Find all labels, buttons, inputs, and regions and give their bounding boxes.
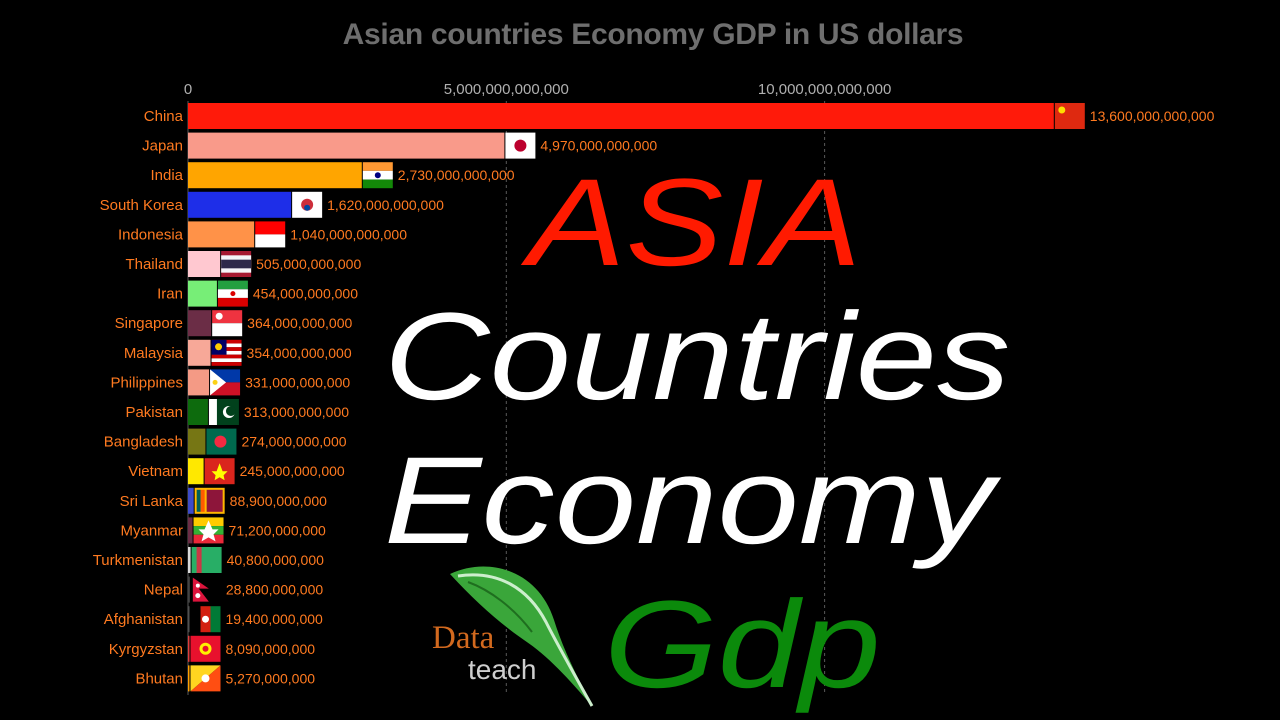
- category-label: Afghanistan: [104, 611, 183, 628]
- bar: [188, 576, 190, 603]
- data-label: 5,270,000,000: [226, 670, 316, 686]
- bar: [188, 517, 193, 544]
- flag-south-korea-icon: [292, 191, 323, 218]
- flag-afghanistan-icon: [190, 606, 221, 633]
- flag-sri-lanka-icon: [194, 487, 225, 514]
- data-label: 88,900,000,000: [230, 493, 328, 509]
- data-label: 13,600,000,000,000: [1090, 108, 1215, 124]
- category-label: India: [150, 167, 183, 184]
- flag-bangladesh-icon: [206, 428, 237, 455]
- data-label: 505,000,000,000: [256, 256, 361, 272]
- category-label: Turkmenistan: [93, 552, 183, 569]
- category-label: Philippines: [110, 374, 183, 391]
- category-label: Singapore: [115, 315, 183, 332]
- bar: [188, 310, 212, 337]
- flag-kyrgyzstan-icon: [190, 635, 221, 662]
- bar: [188, 251, 221, 277]
- bar: [188, 458, 204, 485]
- data-label: 313,000,000,000: [244, 404, 349, 420]
- overlay-countries-text: Countries: [384, 288, 1011, 426]
- flag-pakistan-icon: [208, 399, 239, 425]
- bar: [188, 162, 362, 189]
- bar: [188, 428, 206, 455]
- data-label: 40,800,000,000: [227, 552, 325, 568]
- flag-singapore-icon: [212, 310, 243, 337]
- flag-china-icon: [1054, 103, 1085, 129]
- bar: [188, 221, 255, 248]
- bar: [188, 280, 217, 307]
- logo-teach-text: teach: [468, 654, 537, 685]
- category-label: Indonesia: [118, 226, 184, 243]
- overlay-economy-text: Economy: [384, 432, 994, 570]
- flag-myanmar-icon: [193, 517, 224, 544]
- bar: [188, 369, 210, 396]
- overlay-asia-text: ASIA: [528, 154, 862, 292]
- category-label: Japan: [142, 138, 183, 155]
- logo-data-text: Data: [432, 620, 495, 656]
- flag-india-icon: [362, 162, 393, 189]
- data-label: 19,400,000,000: [226, 611, 324, 627]
- flag-indonesia-icon: [255, 221, 286, 248]
- x-tick-label: 10,000,000,000,000: [758, 81, 891, 98]
- data-label: 364,000,000,000: [247, 315, 352, 331]
- chart-title: Asian countries Economy GDP in US dollar…: [342, 18, 964, 51]
- category-label: Thailand: [125, 256, 183, 273]
- category-label: Sri Lanka: [120, 493, 184, 510]
- data-label: 28,800,000,000: [226, 582, 324, 598]
- bar: [188, 339, 211, 366]
- category-label: Kyrgyzstan: [109, 641, 183, 658]
- bar: [188, 635, 190, 662]
- flag-japan-icon: [505, 132, 536, 159]
- category-label: South Korea: [100, 197, 184, 214]
- bar: [188, 399, 208, 425]
- data-label: 1,040,000,000,000: [290, 226, 407, 242]
- flag-nepal-icon: [192, 577, 209, 602]
- data-label: 454,000,000,000: [253, 286, 358, 302]
- category-label: China: [144, 108, 184, 125]
- data-label: 331,000,000,000: [245, 374, 350, 390]
- flag-turkmenistan-icon: [191, 547, 222, 573]
- feather-quill-icon: [450, 566, 594, 707]
- bar: [188, 547, 191, 573]
- data-label: 245,000,000,000: [240, 463, 345, 479]
- flag-thailand-icon: [221, 251, 252, 277]
- flag-iran-icon: [217, 280, 248, 307]
- flag-philippines-icon: [210, 369, 241, 396]
- flag-malaysia-icon: [211, 339, 242, 366]
- data-label: 274,000,000,000: [241, 434, 346, 450]
- data-label: 2,730,000,000,000: [398, 167, 515, 183]
- category-label: Nepal: [144, 582, 183, 599]
- data-label: 4,970,000,000,000: [540, 138, 657, 154]
- category-label: Bangladesh: [104, 434, 183, 451]
- overlay-gdp-text: Gdp: [604, 576, 881, 714]
- x-tick-label: 5,000,000,000,000: [444, 81, 569, 98]
- category-label: Pakistan: [125, 404, 183, 421]
- flag-vietnam-icon: [204, 458, 235, 485]
- data-label: 1,620,000,000,000: [327, 197, 444, 213]
- bar: [188, 665, 190, 692]
- data-label: 354,000,000,000: [247, 345, 352, 361]
- bar: [188, 191, 292, 218]
- data-label: 71,200,000,000: [229, 522, 327, 538]
- bar: [188, 606, 190, 633]
- data-label: 8,090,000,000: [226, 641, 316, 657]
- category-label: Vietnam: [128, 463, 183, 480]
- flag-bhutan-icon: [190, 665, 221, 692]
- category-label: Bhutan: [135, 670, 183, 687]
- bar: [188, 132, 505, 159]
- category-label: Iran: [157, 286, 183, 303]
- bar: [188, 487, 194, 514]
- category-label: Myanmar: [120, 522, 183, 539]
- bar: [188, 103, 1054, 129]
- category-label: Malaysia: [124, 345, 184, 362]
- x-tick-label: 0: [184, 81, 192, 98]
